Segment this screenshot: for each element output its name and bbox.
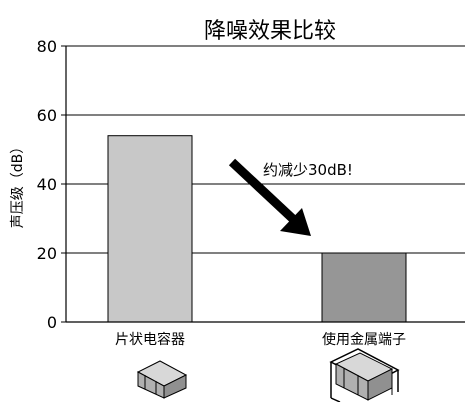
y-tick-label: 0 [47,313,57,332]
y-tick-label: 60 [37,106,57,125]
x-tick-label: 片状电容器 [115,331,185,348]
bars [107,135,407,323]
y-tick-labels: 0 20 40 60 80 [37,37,66,332]
annotation-label: 约减少30dB! [263,161,353,179]
bar [321,252,407,323]
y-axis-label: 声压级（dB） [10,140,26,229]
reduction-arrow [228,158,311,236]
y-tick-label: 20 [37,244,57,263]
x-tick-label: 使用金属端子 [322,331,406,348]
bar [107,135,193,323]
y-tick-label: 80 [37,37,57,56]
metal-terminal-capacitor-icon [329,348,400,402]
chip-capacitor-icon [136,360,188,399]
y-tick-label: 40 [37,175,57,194]
x-tick-labels: 片状电容器 使用金属端子 [115,331,406,348]
chart-title: 降噪效果比较 [204,19,336,44]
